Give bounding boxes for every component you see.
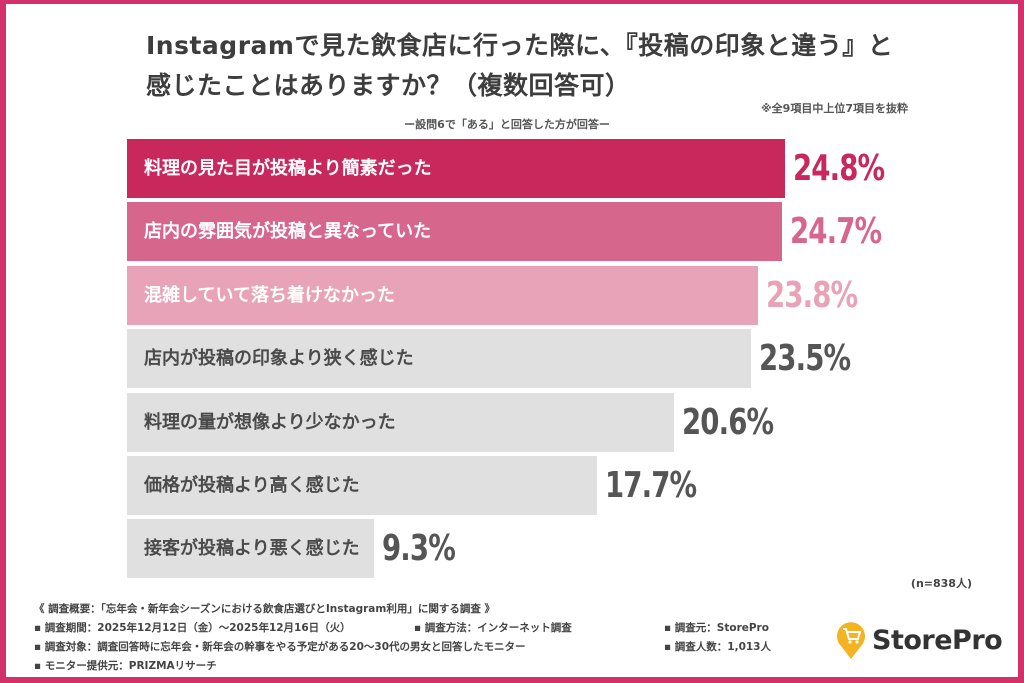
storepro-logo: StorePro [836,620,1003,660]
footer-count: ▪ 調査人数：1,013人 [664,641,771,653]
bar-value-label: 24.7% [790,211,882,253]
bar-category-label: 接客が投稿より悪く感じた [144,538,360,560]
note: ※全9項目中上位7項目を抜粋 [760,102,908,115]
bar-category-label: 混雑していて落ち着けなかった [144,284,395,306]
bar-value-label: 17.7% [604,465,697,506]
title-line-2: 感じたことはありますか？（複数回答可） [146,71,631,100]
bar-value-label: 23.5% [758,338,851,380]
bar [127,519,374,579]
bar [127,265,759,325]
footer-provider: ▪ モニター提供元：PRIZMAリサーチ [34,660,217,672]
chart-title: Instagramで見た飲食店に行った際に、『投稿の印象と違う』と 感じたことは… [146,26,893,106]
bar [127,139,785,198]
bar-value-label: 24.8% [793,148,885,189]
chart-subtitle: ー設問6で「ある」と回答した方が回答ー [404,118,610,131]
logo-text: StorePro [872,624,1003,656]
bar [127,202,783,262]
footer-overview: 《 調査概要：「忘年会・新年会シーズンにおける飲食店選びとInstagram利用… [34,603,495,615]
footer-target: ▪ 調査対象：調査回答時に忘年会・新年会の幹事をやる予定がある20〜30代の男女… [34,641,526,653]
bar [127,392,674,452]
sample-size: (n=838人) [910,577,972,590]
bar-category-label: 店内の雰囲気が投稿と異なっていた [144,221,432,243]
footer-method: ▪ 調査方法：インターネット調査 [414,622,572,634]
bar-value-label: 20.6% [681,401,774,443]
bar-chart: 料理の見た目が投稿より簡素だった 24.8% 店内の雰囲気が投稿と異なっていた 24.… [127,139,885,579]
bar-category-label: 料理の量が想像より少なかった [144,411,396,433]
bar-category-label: 価格が投稿より高く感じた [144,475,360,496]
shopping-cart-pin-icon [837,622,865,659]
bar-value-label: 23.8% [766,274,858,316]
footer-period: ▪ 調査期間：2025年12月12日（金）〜2025年12月16日（火） [34,622,351,634]
title-line-1: Instagramで見た飲食店に行った際に、『投稿の印象と違う』と [146,31,894,60]
footer-source: ▪ 調査元：StorePro [664,622,769,634]
bar-value-label: 9.3% [381,528,456,570]
survey-footer: 《 調査概要：「忘年会・新年会シーズンにおける飲食店選びとInstagram利用… [34,600,771,676]
bar [127,456,597,515]
bar-category-label: 店内が投稿の印象より狭く感じた [144,348,414,370]
bar [127,329,751,389]
bar-category-label: 料理の見た目が投稿より簡素だった [144,158,432,179]
